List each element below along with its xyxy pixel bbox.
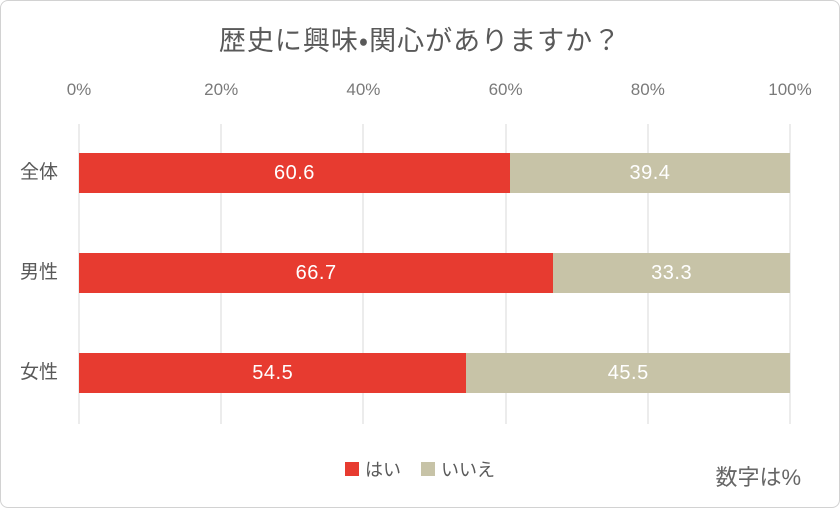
bar-row: 60.6 39.4 (79, 153, 790, 193)
category-label: 男性 (19, 262, 58, 283)
x-axis-tick: 80% (630, 80, 665, 99)
legend-label: いいえ (441, 460, 495, 480)
legend-item: はい (345, 456, 401, 482)
bar-segment-はい: 66.7 (79, 253, 554, 293)
legend-item: いいえ (421, 456, 495, 482)
bar-segment-はい: 60.6 (79, 153, 510, 193)
legend-label: はい (365, 460, 401, 480)
legend-swatch-icon (421, 462, 435, 476)
x-axis-tick: 60% (488, 80, 523, 99)
bar-row: 54.5 45.5 (79, 353, 790, 393)
gridline (789, 124, 791, 424)
x-axis-tick: 40% (346, 80, 381, 99)
bar-segment-いいえ: 45.5 (466, 353, 790, 393)
x-axis: 0% 20% 40% 60% 80% 100% (67, 80, 812, 102)
plot-area: 60.6 39.4 66.7 33.3 54.5 45.5 (78, 124, 791, 424)
legend-swatch-icon (345, 462, 359, 476)
x-axis-tick: 0% (66, 80, 92, 99)
x-axis-tick: 20% (204, 80, 239, 99)
bar-row: 66.7 33.3 (79, 253, 790, 293)
category-label: 全体 (19, 162, 58, 183)
bar-segment-はい: 54.5 (79, 353, 467, 393)
x-axis-tick: 100% (768, 80, 812, 99)
bar-segment-いいえ: 33.3 (553, 253, 790, 293)
category-label: 女性 (19, 362, 58, 383)
chart-title: 歴史に興味・関心がありますか？ (218, 26, 622, 56)
bar-segment-いいえ: 39.4 (509, 153, 790, 193)
legend: はい いいえ (1, 457, 839, 481)
chart-note: 数字は% (715, 465, 801, 490)
